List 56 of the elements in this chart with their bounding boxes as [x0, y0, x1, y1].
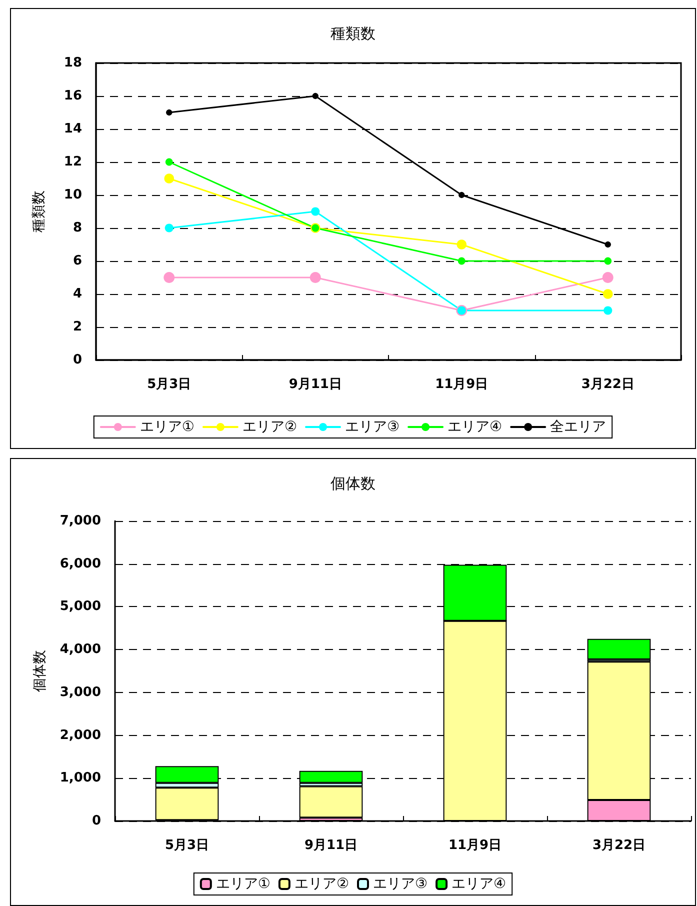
x-tick-label: 3月22日	[581, 377, 634, 392]
point	[602, 289, 613, 299]
y-tick-label: 2,000	[60, 728, 101, 743]
point	[604, 241, 611, 248]
y-axis-title: 個体数	[32, 650, 48, 692]
point	[166, 109, 172, 116]
legend-label: エリア③	[373, 876, 428, 892]
bar	[299, 786, 363, 818]
point	[164, 224, 174, 232]
point	[604, 257, 612, 265]
legend-label: エリア②	[294, 876, 350, 892]
point	[456, 240, 467, 250]
y-tick-label: 6,000	[60, 556, 101, 572]
point	[164, 272, 175, 283]
x-tick-label: 9月11日	[304, 838, 358, 853]
y-tick-label: 4,000	[60, 642, 101, 658]
legend-label: エリア④	[448, 419, 502, 435]
legend-label: 全エリア	[550, 419, 606, 435]
y-tick-label: 16	[64, 88, 82, 104]
legend-label: エリア①	[216, 876, 270, 892]
y-axis-title: 種類数	[31, 190, 47, 232]
y-tick-label: 6	[72, 254, 82, 268]
point	[164, 174, 174, 184]
point	[602, 272, 614, 283]
y-tick-label: 12	[64, 154, 82, 170]
chart-title: 個体数	[330, 474, 376, 492]
x-tick-label: 11月9日	[448, 838, 502, 853]
y-tick-label: 4	[72, 286, 82, 302]
point	[312, 92, 318, 100]
x-tick-label: 3月22日	[592, 838, 646, 853]
y-tick-label: 14	[64, 122, 82, 136]
point	[458, 192, 465, 198]
legend-label: エリア④	[452, 876, 506, 892]
x-tick-label: 11月9日	[435, 377, 488, 392]
point	[604, 306, 612, 315]
x-tick-label: 9月11日	[288, 377, 342, 392]
x-tick-label: 5月3日	[147, 377, 192, 392]
y-tick-label: 0	[92, 814, 101, 828]
y-tick-label: 18	[64, 56, 82, 70]
legend-label: エリア②	[242, 419, 298, 435]
y-tick-label: 8	[72, 220, 82, 236]
point	[311, 207, 320, 216]
y-tick-label: 3,000	[60, 684, 101, 700]
y-tick-label: 0	[72, 352, 82, 368]
point	[458, 257, 466, 265]
legend-label: エリア③	[345, 419, 400, 435]
y-tick-label: 1,000	[60, 770, 101, 786]
y-tick-label: 10	[64, 188, 82, 202]
x-tick-label: 5月3日	[164, 838, 210, 853]
point	[310, 272, 321, 283]
chart-title: 種類数	[330, 24, 376, 42]
y-tick-label: 2	[72, 320, 82, 334]
point	[165, 158, 173, 166]
y-tick-label: 7,000	[60, 514, 101, 528]
legend-label: エリア①	[140, 419, 194, 435]
y-tick-label: 5,000	[60, 599, 101, 614]
